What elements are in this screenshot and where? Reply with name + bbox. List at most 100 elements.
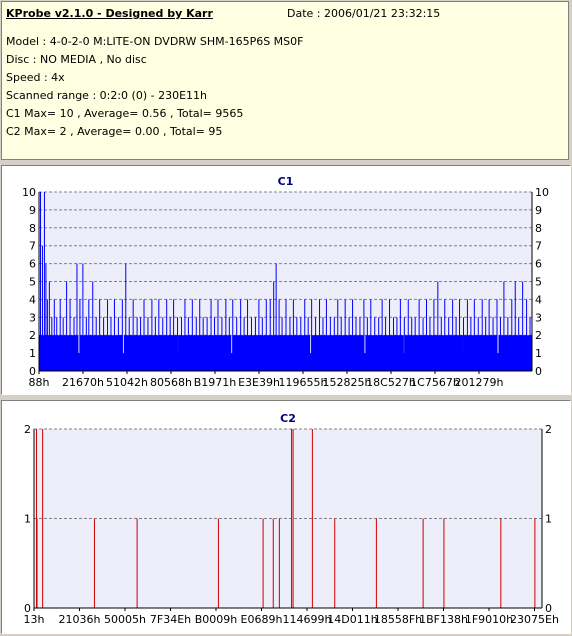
c1-bar: [128, 317, 130, 371]
c1-bar: [56, 317, 58, 371]
c1-bar: [414, 317, 416, 371]
c1-bar: [180, 317, 182, 371]
c1-bar: [221, 317, 223, 371]
c1-bar: [103, 317, 105, 371]
c1-bar: [374, 317, 376, 371]
c1-bar: [307, 317, 309, 371]
c1-bar: [147, 317, 149, 371]
c1-bar: [325, 299, 327, 371]
c1-bar: [254, 317, 256, 371]
c1-bar: [269, 299, 271, 371]
c1-bar: [522, 281, 524, 371]
x-tick-label: E3E39h: [238, 376, 280, 389]
c1-bar: [107, 299, 109, 371]
c1-bar: [43, 192, 45, 371]
c2-bar: [278, 518, 280, 608]
c1-dip: [310, 335, 312, 354]
disc-line: Disc : NO MEDIA , No disc: [6, 53, 147, 66]
c1-bar: [333, 317, 335, 371]
c1-bar: [315, 317, 317, 371]
c1-bar: [187, 317, 189, 371]
chart-title: C2: [280, 412, 296, 425]
y-tick-right: 10: [535, 186, 549, 199]
c2-bar: [42, 429, 44, 608]
c1-bar: [113, 299, 115, 371]
c2-bar: [292, 429, 294, 608]
c1-chart: C1 0 0 1 1 2 2 3 3 4 4 5 5 6 6 7 7 8 8 9 9 10 10 88h 21670h 51042…: [22, 175, 549, 389]
y-tick-right: 3: [535, 311, 542, 324]
y-tick-left: 8: [29, 222, 36, 235]
y-tick-right: 5: [535, 276, 542, 289]
y-tick-left: 4: [29, 293, 36, 306]
c1-bar: [169, 317, 171, 371]
c1-bar: [202, 317, 204, 371]
c1-bar: [507, 317, 509, 371]
c1-bar: [514, 281, 516, 371]
c1-bar: [140, 317, 142, 371]
y-tick-left: 7: [29, 240, 36, 253]
c1-bar: [121, 299, 123, 371]
c1-bar: [73, 317, 75, 371]
y-tick-left: 1: [24, 513, 31, 526]
c1-dip: [231, 335, 233, 354]
range-line: Scanned range : 0:2:0 (0) - 230E11h: [6, 89, 208, 102]
c1-bar: [236, 317, 238, 371]
c1-bar: [225, 299, 227, 371]
model-line: Model : 4-0-2-0 M:LITE-ON DVDRW SHM-165P…: [6, 35, 304, 48]
c2-bar: [291, 429, 293, 608]
x-tick-label: 18C527h: [366, 376, 416, 389]
c1-bar: [184, 299, 186, 371]
c1-bar: [177, 317, 179, 371]
c1-bar: [66, 281, 68, 371]
y-tick-right: 6: [535, 258, 542, 271]
c1-bar: [473, 299, 475, 371]
x-tick-label: 18558Fh: [374, 613, 422, 626]
c1-bar: [389, 299, 391, 371]
c2-bar: [500, 518, 502, 608]
y-tick-left: 2: [29, 329, 36, 342]
c2-bar: [262, 518, 264, 608]
c1-bar: [110, 317, 112, 371]
c1-bar: [247, 299, 249, 371]
y-tick-left: 0: [29, 365, 36, 378]
c1-bar: [322, 317, 324, 371]
c1-bar: [99, 299, 101, 371]
c1-bar: [240, 299, 242, 371]
c1-bar: [154, 317, 156, 371]
y-tick-right: 2: [535, 329, 542, 342]
y-tick-left: 5: [29, 276, 36, 289]
c1-dip: [122, 335, 124, 354]
c1-bar: [403, 317, 405, 371]
c1-bar: [448, 317, 450, 371]
c1-dip: [364, 335, 366, 354]
c1-bar: [385, 317, 387, 371]
x-tick-label: 80568h: [150, 376, 192, 389]
c1-dip: [78, 335, 80, 354]
c1-bar: [195, 317, 197, 371]
c1-bar: [199, 299, 201, 371]
c2-bar: [534, 518, 536, 608]
c1-bar: [381, 299, 383, 371]
x-tick-label: 13h: [24, 613, 45, 626]
c1-bar: [79, 299, 81, 371]
x-tick-label: E0689h: [241, 613, 283, 626]
c1-bar: [82, 263, 84, 371]
x-tick-label: 7F34Eh: [150, 613, 191, 626]
c1-bar: [370, 299, 372, 371]
c1-bar: [492, 317, 494, 371]
c1-bar: [273, 281, 275, 371]
c1-bar: [132, 299, 134, 371]
c1-bar: [51, 317, 53, 371]
c1-bar: [125, 263, 127, 371]
c1-bar: [488, 299, 490, 371]
x-tick-label: 201279h: [455, 376, 504, 389]
c1-bar: [399, 299, 401, 371]
c1-bar: [396, 317, 398, 371]
x-tick-label: 88h: [29, 376, 50, 389]
c1-bar: [462, 317, 464, 371]
y-tick-left: 0: [24, 602, 31, 615]
c1-bar: [418, 299, 420, 371]
c1-bar: [429, 317, 431, 371]
x-tick-label: B1971h: [194, 376, 237, 389]
y-tick-right: 0: [535, 365, 542, 378]
